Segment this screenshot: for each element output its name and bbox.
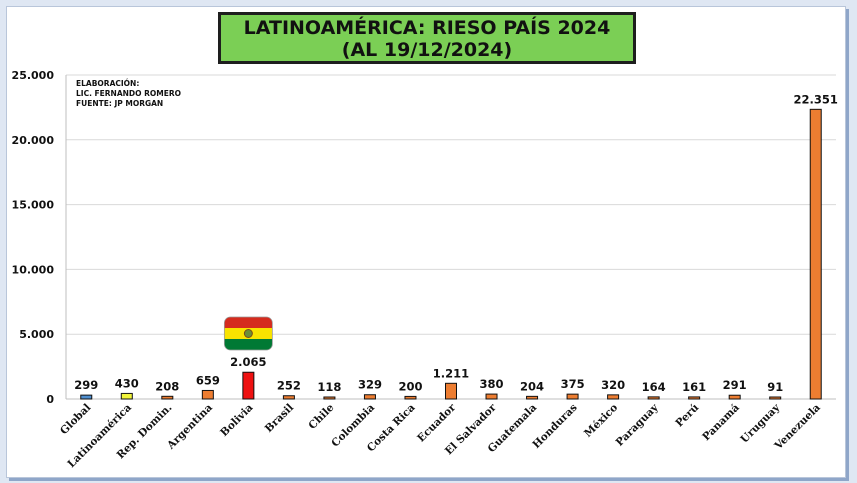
data-label: 291 bbox=[723, 378, 747, 392]
y-tick-label: 0 bbox=[46, 393, 54, 406]
bar bbox=[728, 394, 741, 400]
y-tick-label: 20.000 bbox=[12, 134, 55, 147]
bar bbox=[363, 394, 376, 400]
credit-line: ELABORACIÓN: bbox=[76, 79, 139, 88]
y-tick-label: 10.000 bbox=[12, 263, 55, 276]
data-label: 2.065 bbox=[230, 355, 266, 369]
data-label: 200 bbox=[398, 379, 422, 393]
bar bbox=[688, 396, 701, 400]
x-tick-label: Bolivia bbox=[218, 401, 255, 438]
flag-stripe bbox=[224, 317, 273, 329]
bar bbox=[120, 392, 133, 400]
data-label: 1.211 bbox=[433, 366, 469, 380]
data-label: 299 bbox=[74, 378, 98, 392]
bolivia-flag-icon bbox=[224, 317, 273, 350]
data-label: 118 bbox=[317, 380, 341, 394]
x-tick-label: México bbox=[582, 402, 620, 440]
bar bbox=[404, 395, 417, 400]
x-tick-label: Paraguay bbox=[614, 401, 662, 449]
chart-title: LATINOAMÉRICA: RIESO PAÍS 2024 bbox=[243, 17, 611, 39]
data-label: 659 bbox=[196, 373, 220, 387]
bar bbox=[607, 394, 620, 400]
flag-emblem bbox=[243, 329, 253, 338]
x-tick-label: Ecuador bbox=[415, 401, 458, 444]
bar bbox=[242, 371, 255, 400]
credit-line: FUENTE: JP MORGAN bbox=[76, 99, 163, 108]
data-label: 22.351 bbox=[794, 92, 838, 106]
x-tick-label: Panamá bbox=[700, 402, 742, 444]
x-tick-label: Global bbox=[58, 402, 93, 437]
flag-border bbox=[223, 316, 273, 351]
data-label: 161 bbox=[682, 380, 706, 394]
bar bbox=[485, 393, 498, 400]
x-tick-label: Chile bbox=[306, 401, 336, 431]
data-label: 164 bbox=[642, 380, 666, 394]
data-label: 91 bbox=[767, 380, 783, 394]
bar bbox=[445, 382, 457, 400]
data-label: 208 bbox=[155, 379, 179, 393]
data-label: 320 bbox=[601, 378, 625, 392]
bar bbox=[769, 396, 782, 400]
bar bbox=[566, 393, 579, 400]
bar bbox=[282, 395, 295, 400]
bar bbox=[161, 395, 174, 400]
data-label: 204 bbox=[520, 379, 544, 393]
data-label: 375 bbox=[561, 377, 585, 391]
data-label: 380 bbox=[480, 377, 504, 391]
y-tick-label: 25.000 bbox=[12, 69, 55, 82]
bar bbox=[80, 394, 93, 400]
bar bbox=[526, 395, 539, 400]
chart-subtitle: (AL 19/12/2024) bbox=[341, 39, 513, 61]
y-tick-label: 15.000 bbox=[12, 199, 55, 212]
chart-title-box: LATINOAMÉRICA: RIESO PAÍS 2024 (AL 19/12… bbox=[218, 12, 636, 64]
x-tick-label: Brasil bbox=[263, 402, 296, 435]
bar bbox=[647, 396, 660, 400]
data-label: 329 bbox=[358, 378, 382, 392]
y-tick-label: 5.000 bbox=[19, 328, 54, 341]
data-label: 430 bbox=[115, 376, 139, 390]
x-tick-label: Perú bbox=[673, 401, 701, 429]
credit-line: LIC. FERNANDO ROMERO bbox=[76, 89, 181, 98]
bar bbox=[809, 108, 822, 400]
bar bbox=[323, 396, 336, 400]
bar bbox=[201, 389, 214, 400]
flag-stripe bbox=[224, 339, 273, 350]
data-label: 252 bbox=[277, 379, 301, 393]
